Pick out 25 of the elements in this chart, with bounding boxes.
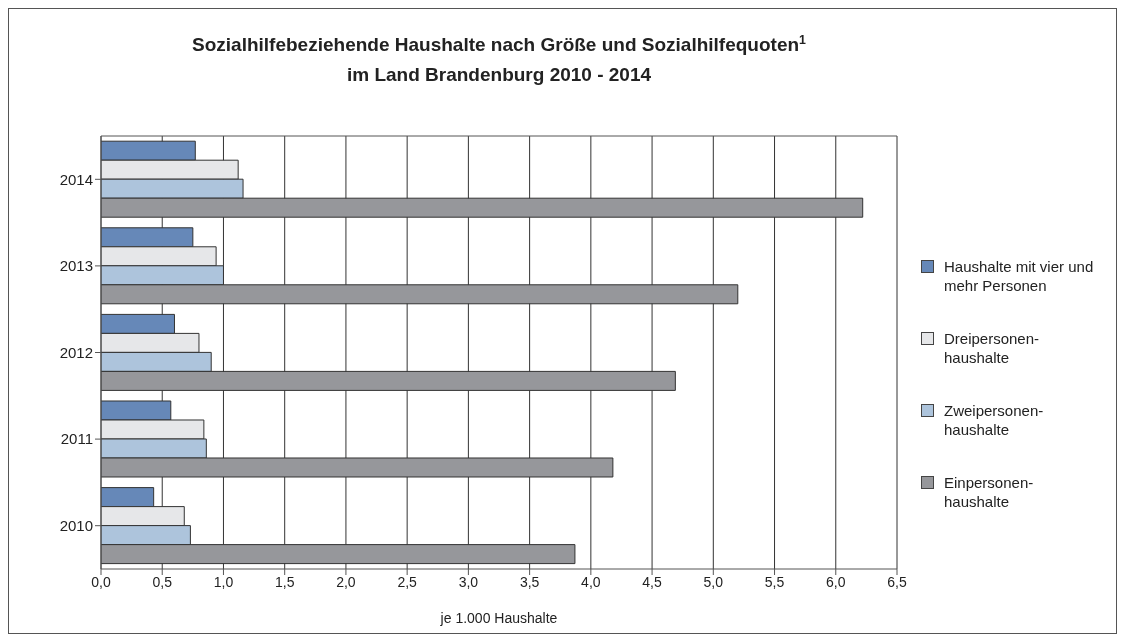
x-tick-label: 6,0	[826, 573, 846, 590]
x-tick-label: 1,0	[213, 573, 234, 590]
x-tick-label: 5,5	[764, 573, 785, 590]
y-tick-label: 2014	[59, 170, 93, 188]
y-tick-label: 2010	[59, 517, 93, 535]
y-tick-label: 2012	[59, 343, 93, 361]
x-tick-label: 1,5	[274, 573, 295, 590]
x-tick-label: 0,0	[91, 573, 111, 590]
x-axis-title: je 1.000 Haushalte	[439, 610, 558, 626]
chart-title: Sozialhilfebeziehende Haushalte nach Größe und Sozialhilfequoten$^{1}$ im Land Brandenburg 2010 - 2014	[192, 33, 806, 86]
x-tick-label: 2,0	[336, 573, 356, 590]
y-tick-label: 2013	[59, 257, 93, 275]
x-tick-label: 2,5	[397, 573, 418, 590]
x-tick-label: 3,0	[458, 573, 479, 590]
x-tick-label: 5,0	[703, 573, 724, 590]
legend-label: Einpersonen-haushalte	[944, 473, 1035, 511]
x-tick-label: 3,5	[519, 573, 540, 590]
x-tick-label: 0,5	[152, 573, 173, 590]
legend-label: Zweipersonen-haushalte	[944, 401, 1045, 439]
x-tick-label: 6,5	[887, 573, 907, 590]
legend-label: Haushalte mit vier und mehr Personen	[944, 257, 1094, 295]
legend-label: Dreipersonen-haushalte	[944, 329, 1041, 367]
x-tick-label: 4,0	[581, 573, 601, 590]
x-tick-label: 4,5	[642, 573, 663, 590]
y-tick-label: 2011	[60, 430, 93, 448]
